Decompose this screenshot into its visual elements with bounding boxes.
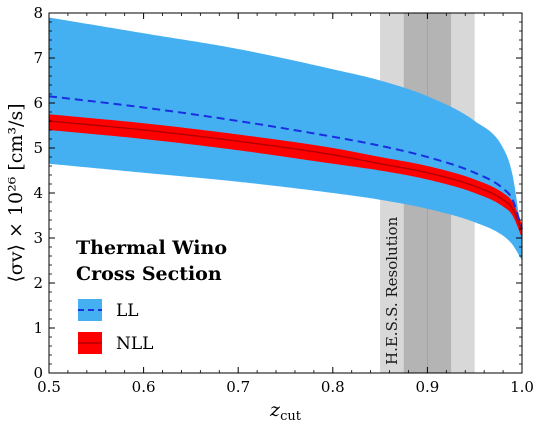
y-tick-label: 2 bbox=[33, 274, 43, 292]
ll-central-line bbox=[48, 95, 523, 230]
nll-band-area bbox=[49, 114, 522, 238]
y-tick-label: 3 bbox=[33, 229, 43, 247]
y-tick-label: 5 bbox=[33, 139, 43, 157]
x-axis-title-base: z bbox=[269, 399, 281, 421]
ll-band bbox=[49, 17, 522, 261]
legend-swatch-ll bbox=[78, 299, 102, 321]
y-tick-label: 1 bbox=[33, 319, 43, 337]
x-tick-label: 1.0 bbox=[510, 378, 534, 396]
y-tick-label: 6 bbox=[33, 94, 43, 112]
x-tick-label: 0.7 bbox=[226, 378, 250, 396]
legend-title-line-1: Thermal Wino bbox=[76, 237, 227, 259]
legend-label-ll: LL bbox=[116, 301, 139, 321]
x-tick-label: 0.5 bbox=[37, 378, 61, 396]
legend-label-nll: NLL bbox=[116, 334, 153, 354]
x-tick-label: 0.9 bbox=[415, 378, 439, 396]
x-tick-label: 0.8 bbox=[321, 378, 345, 396]
y-tick-label: 8 bbox=[33, 4, 43, 22]
x-axis-title: zcut bbox=[269, 399, 302, 424]
legend-swatch-nll bbox=[78, 332, 102, 354]
nll-central-line bbox=[48, 120, 523, 232]
nll-band bbox=[49, 114, 522, 238]
ll-band-area bbox=[49, 17, 522, 261]
y-tick-label: 7 bbox=[33, 49, 43, 67]
resolution-band-label: H.E.S.S. Resolution bbox=[383, 216, 401, 365]
y-tick-label: 4 bbox=[33, 184, 43, 202]
legend: Thermal Wino Cross Section LL NLL bbox=[76, 237, 227, 354]
legend-title-line-2: Cross Section bbox=[76, 263, 222, 285]
y-tick-label: 0 bbox=[33, 364, 43, 382]
tick-labels: 0.5 0.6 0.7 0.8 0.9 1.0 0 1 2 3 4 5 6 7 8 bbox=[33, 4, 533, 396]
y-axis-title: ⟨σv⟩ × 10²⁶ [cm³/s] bbox=[5, 103, 27, 282]
x-axis-title-sub: cut bbox=[280, 409, 302, 424]
x-tick-label: 0.6 bbox=[132, 378, 156, 396]
series-lines bbox=[48, 95, 523, 232]
axis-ticks bbox=[48, 12, 523, 374]
